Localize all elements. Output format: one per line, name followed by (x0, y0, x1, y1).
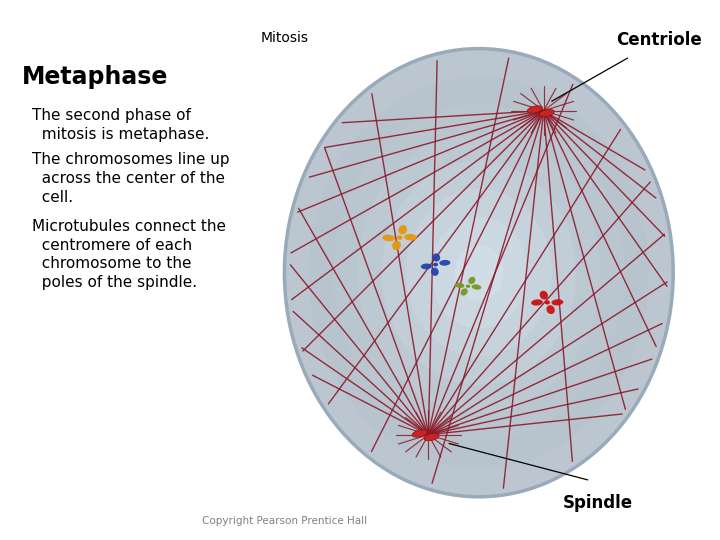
Text: Microtubules connect the: Microtubules connect the (32, 219, 226, 234)
Ellipse shape (466, 285, 470, 288)
Text: The chromosomes line up: The chromosomes line up (32, 152, 230, 167)
Ellipse shape (333, 105, 625, 441)
Ellipse shape (424, 434, 439, 441)
Text: The second phase of: The second phase of (32, 108, 192, 123)
Text: Copyright Pearson Prentice Hall: Copyright Pearson Prentice Hall (202, 516, 367, 526)
Ellipse shape (392, 241, 401, 250)
Ellipse shape (539, 291, 548, 300)
Text: Metaphase: Metaphase (22, 65, 168, 89)
Ellipse shape (309, 77, 649, 469)
Ellipse shape (398, 225, 407, 234)
Ellipse shape (433, 263, 438, 267)
Ellipse shape (455, 282, 464, 288)
Text: cell.: cell. (32, 190, 73, 205)
Ellipse shape (284, 49, 673, 497)
Ellipse shape (439, 260, 451, 266)
Ellipse shape (544, 300, 550, 305)
Ellipse shape (527, 106, 542, 113)
Ellipse shape (431, 217, 527, 329)
Ellipse shape (433, 253, 440, 261)
Text: across the center of the: across the center of the (32, 171, 225, 186)
Ellipse shape (382, 235, 395, 241)
Ellipse shape (357, 133, 600, 413)
Ellipse shape (404, 234, 417, 240)
Text: Spindle: Spindle (562, 494, 633, 512)
Ellipse shape (397, 235, 402, 240)
Text: Mitosis: Mitosis (261, 31, 308, 45)
Text: poles of the spindle.: poles of the spindle. (32, 275, 197, 291)
Ellipse shape (382, 160, 576, 384)
Ellipse shape (412, 430, 427, 437)
Ellipse shape (406, 188, 552, 357)
Ellipse shape (431, 268, 438, 276)
Text: mitosis is metaphase.: mitosis is metaphase. (32, 127, 210, 142)
Ellipse shape (420, 264, 432, 269)
Ellipse shape (461, 288, 468, 295)
Ellipse shape (546, 305, 555, 314)
Text: chromosome to the: chromosome to the (32, 256, 192, 272)
Ellipse shape (468, 277, 475, 284)
Text: Centriole: Centriole (616, 31, 702, 49)
Ellipse shape (284, 49, 673, 497)
Text: centromere of each: centromere of each (32, 238, 192, 253)
Ellipse shape (454, 245, 503, 301)
Ellipse shape (472, 285, 481, 290)
Ellipse shape (531, 299, 543, 306)
Ellipse shape (552, 299, 563, 306)
Ellipse shape (539, 110, 554, 117)
